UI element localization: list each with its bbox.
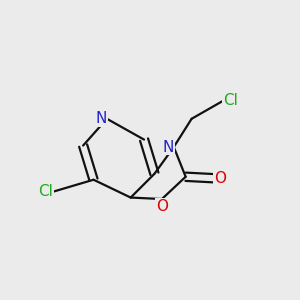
Text: Cl: Cl [38, 184, 53, 199]
Text: N: N [95, 111, 107, 126]
Text: O: O [214, 171, 226, 186]
Text: O: O [156, 199, 168, 214]
Text: N: N [162, 140, 174, 154]
Text: Cl: Cl [223, 94, 238, 109]
